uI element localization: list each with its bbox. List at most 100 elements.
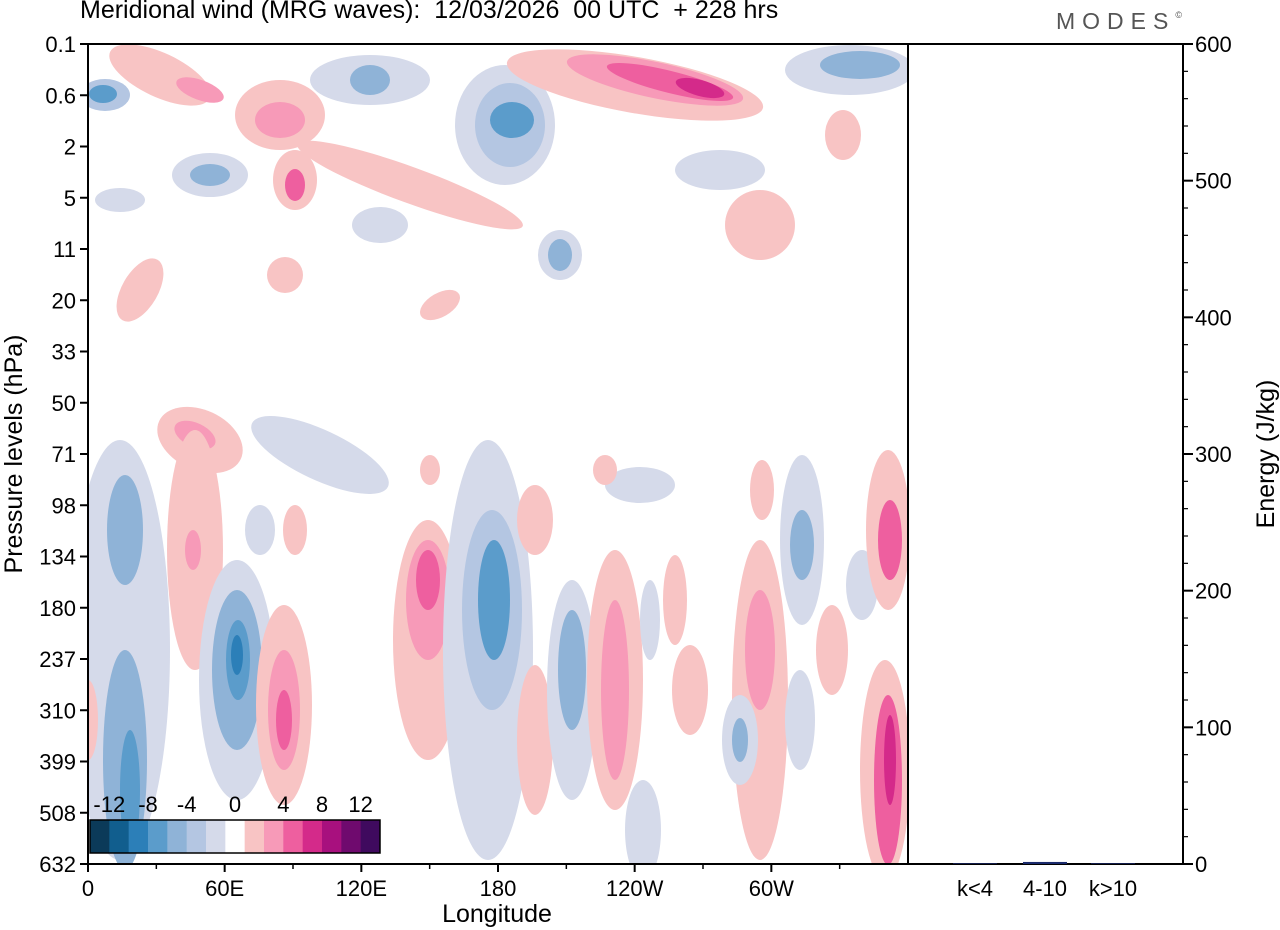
energy-axis-ticks: 0 100 200 300 400 500 600 xyxy=(1183,32,1232,877)
x-tick-label: 0 xyxy=(82,876,94,901)
contour-blob xyxy=(107,475,143,585)
energy-tick-label: 500 xyxy=(1195,169,1232,194)
contour-blob xyxy=(517,665,553,815)
colorbar-label: -4 xyxy=(177,792,197,817)
x-tick-label: 60E xyxy=(205,876,244,901)
contour-blob xyxy=(750,460,774,520)
contour-blob xyxy=(420,289,460,321)
y-tick-label: 0.6 xyxy=(45,83,76,108)
colorbar-swatch xyxy=(360,820,381,853)
colorbar-swatch xyxy=(244,820,265,853)
colorbar-swatch xyxy=(109,820,130,853)
x-tick-label: 60W xyxy=(749,876,794,901)
contour-blob xyxy=(672,645,708,735)
y-tick-label: 98 xyxy=(52,493,76,518)
contour-blob xyxy=(276,690,292,750)
contour-blob xyxy=(517,485,553,555)
x-tick-label: 120E xyxy=(336,876,387,901)
contour-blob xyxy=(283,505,307,555)
y-tick-label: 508 xyxy=(39,801,76,826)
y-tick-label: 310 xyxy=(39,698,76,723)
y-axis-ticks: 0.1 0.6 2 5 11 20 33 50 71 98 134 180 237 310 399 508 63… xyxy=(39,32,88,877)
y-tick-label: 134 xyxy=(39,545,76,570)
colorbar-swatch xyxy=(302,820,323,853)
y-tick-label: 2 xyxy=(64,135,76,160)
contour-blob xyxy=(490,102,534,138)
contour-blob xyxy=(416,550,440,610)
contour-blob xyxy=(878,500,902,580)
colorbar-swatch xyxy=(167,820,188,853)
contour-blob xyxy=(267,257,303,293)
energy-frame xyxy=(907,43,1184,865)
energy-category-label: 4-10 xyxy=(1023,876,1067,901)
energy-tick-label: 400 xyxy=(1195,305,1232,330)
colorbar-swatch xyxy=(90,820,110,853)
x-axis-label: Longitude xyxy=(442,900,552,928)
y-tick-label: 632 xyxy=(39,852,76,877)
contour-blob xyxy=(548,239,572,271)
contour-blob xyxy=(640,580,660,660)
contour-blob xyxy=(89,85,117,103)
energy-category-label: k<4 xyxy=(957,876,993,901)
colorbar-swatch xyxy=(322,820,342,853)
y-tick-label: 0.1 xyxy=(45,32,76,57)
contour-blob xyxy=(255,102,305,138)
contour-blob xyxy=(245,505,275,555)
y-tick-label: 5 xyxy=(64,186,76,211)
contour-blob xyxy=(675,77,725,99)
modes-logo: MODES© xyxy=(1056,8,1182,34)
contour-blob xyxy=(785,670,815,770)
colorbar-label: 8 xyxy=(316,792,328,817)
y-tick-label: 180 xyxy=(39,596,76,621)
contour-blob xyxy=(825,110,861,160)
colorbar-label: -12 xyxy=(93,792,125,817)
contour-blob xyxy=(116,258,164,322)
contour-blob xyxy=(88,680,98,760)
y-tick-label: 20 xyxy=(52,288,76,313)
x-tick-label: 120W xyxy=(606,876,664,901)
energy-tick-label: 0 xyxy=(1195,852,1207,877)
colorbar-label: 12 xyxy=(348,792,372,817)
colorbar-swatch xyxy=(341,820,362,853)
contour-blob xyxy=(558,610,586,730)
colorbar-label: -8 xyxy=(138,792,158,817)
contour-blob xyxy=(745,590,775,710)
energy-bar xyxy=(1023,861,1067,864)
colorbar-label: 0 xyxy=(229,792,241,817)
energy-tick-label: 600 xyxy=(1195,32,1232,57)
colorbar-swatch xyxy=(128,820,149,853)
contour-blob xyxy=(350,65,390,95)
energy-bars xyxy=(953,861,1135,864)
contour-blob xyxy=(884,715,896,805)
contour-blob xyxy=(605,467,675,503)
contour-blob xyxy=(816,605,848,695)
y-axis-label: Pressure levels (hPa) xyxy=(0,335,28,574)
colorbar-frame xyxy=(89,819,381,854)
y-tick-label: 11 xyxy=(53,237,76,262)
contour-blob xyxy=(251,416,389,494)
energy-category-labels: k<4 4-10 k>10 xyxy=(957,876,1137,901)
colorbar-swatch xyxy=(225,820,246,853)
contour-fields xyxy=(88,44,908,864)
contour-blob xyxy=(352,207,408,243)
contour-blob xyxy=(593,455,617,485)
energy-tick-label: 300 xyxy=(1195,442,1232,467)
energy-category-label: k>10 xyxy=(1089,876,1137,901)
y-tick-label: 71 xyxy=(52,442,76,467)
colorbar-swatch xyxy=(283,820,304,853)
contour-blob xyxy=(725,190,795,260)
contour-blob xyxy=(820,51,900,79)
x-tick-label: 180 xyxy=(480,876,517,901)
contour-blob xyxy=(675,150,765,190)
contour-blob xyxy=(190,164,230,186)
y-tick-label: 399 xyxy=(39,750,76,775)
contour-blob xyxy=(297,140,523,230)
colorbar-swatch xyxy=(148,820,168,853)
contour-blob xyxy=(625,780,661,864)
contour-blob xyxy=(231,635,243,675)
contour-blob xyxy=(95,188,145,212)
contour-blob xyxy=(790,510,814,580)
contour-blob xyxy=(420,455,440,485)
colorbar-swatch xyxy=(186,820,207,853)
